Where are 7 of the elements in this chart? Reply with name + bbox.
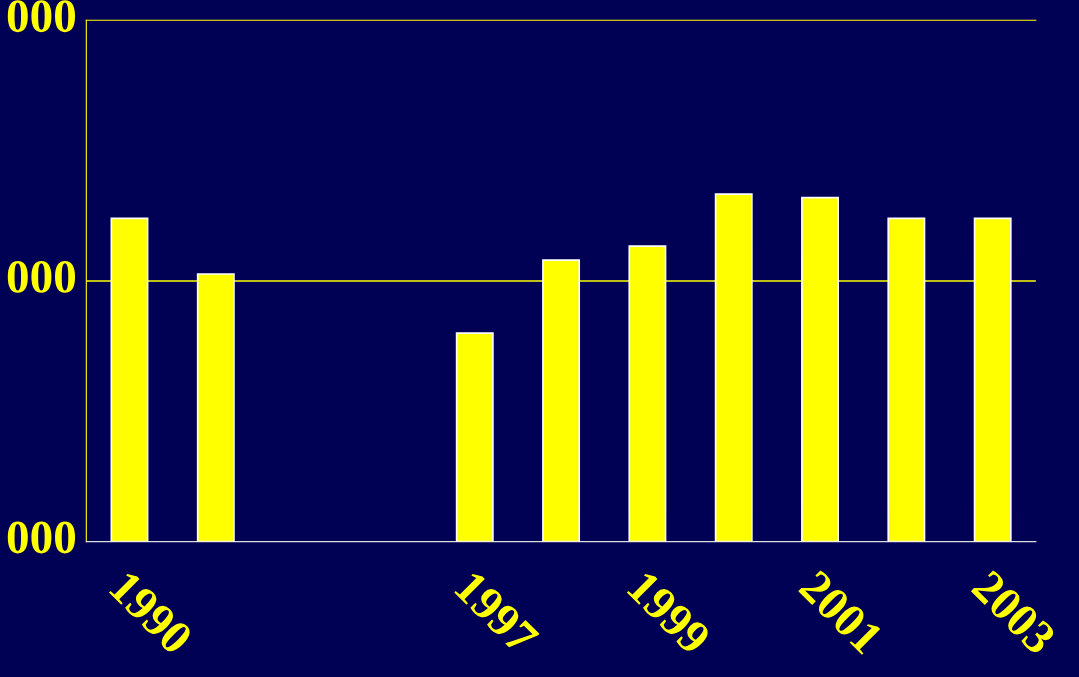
bar [455,332,494,542]
x-tick-label: 1997 [453,570,540,657]
x-tick-label: 1999 [626,570,712,656]
x-tick-label: 1990 [108,570,195,656]
text: 000 [7,521,76,554]
text: 000 [7,0,76,33]
text: 000 [7,260,76,293]
